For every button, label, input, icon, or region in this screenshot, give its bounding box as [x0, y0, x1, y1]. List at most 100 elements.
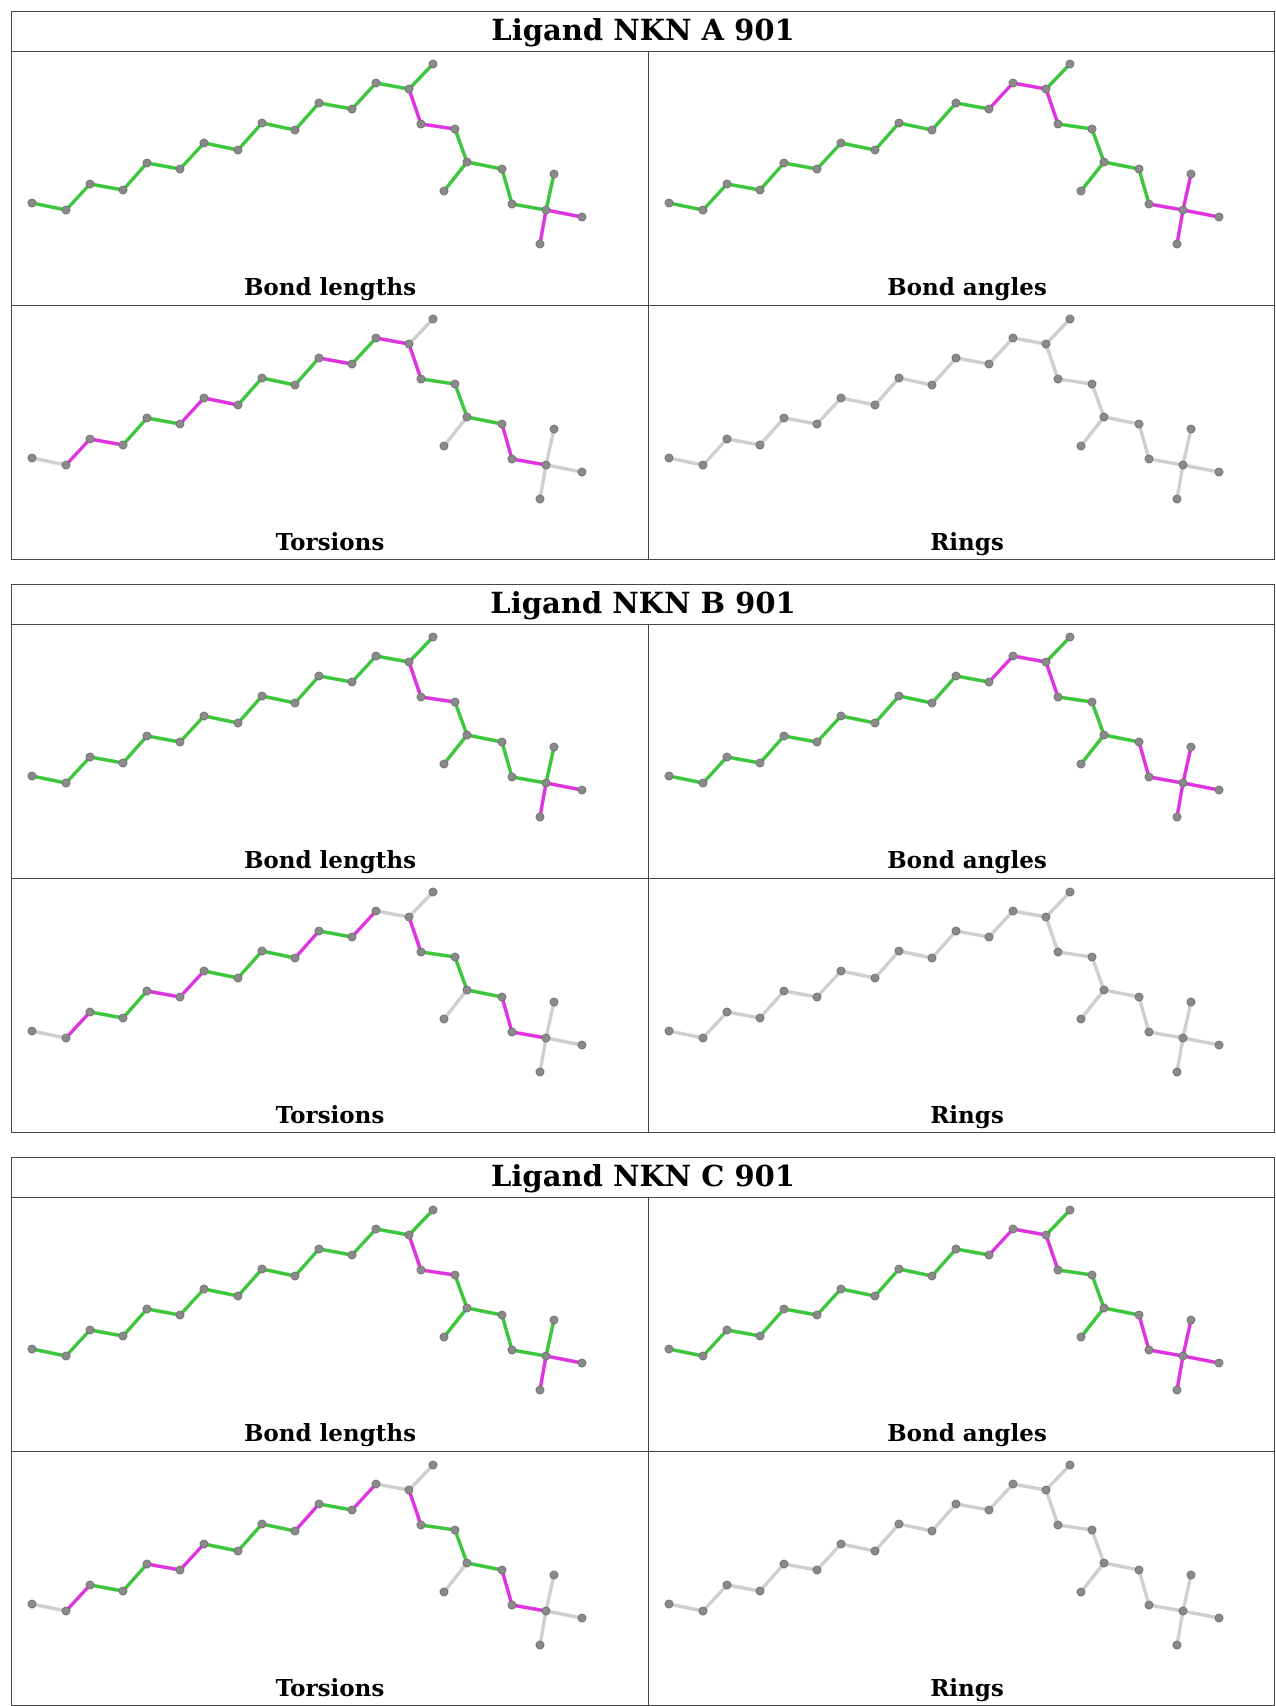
atom	[371, 906, 381, 916]
bond	[873, 121, 901, 152]
molecule-diagram	[27, 632, 587, 822]
panel-label: Bond angles	[887, 847, 1047, 874]
atom	[85, 752, 95, 762]
atom	[497, 1310, 507, 1320]
panel-rings: Rings	[649, 879, 1276, 1133]
atom	[462, 1303, 472, 1313]
bond	[873, 694, 901, 725]
ligand-block-b: Ligand NKN B 901 Bond lengths Bond angle…	[11, 584, 1275, 1133]
bond	[897, 1267, 934, 1278]
atom	[290, 1526, 300, 1536]
atom	[722, 1007, 732, 1017]
molecule-diagram	[27, 1205, 587, 1395]
bond	[88, 437, 125, 447]
bond	[815, 396, 843, 426]
atom	[549, 1315, 559, 1325]
horizontal-divider	[12, 305, 1274, 306]
bond	[758, 1562, 786, 1593]
atom	[894, 691, 904, 701]
atom	[1041, 912, 1051, 922]
bond	[1044, 915, 1060, 954]
atom	[1065, 632, 1075, 642]
bond	[510, 775, 548, 785]
atom	[462, 1558, 472, 1568]
bond	[1079, 415, 1106, 448]
atom	[541, 778, 551, 788]
bond	[930, 1247, 958, 1278]
bond	[510, 1030, 548, 1040]
atom	[1214, 212, 1224, 222]
atom	[347, 932, 357, 942]
atom	[439, 186, 449, 196]
atom	[233, 1546, 243, 1556]
atom	[497, 737, 507, 747]
atom	[1008, 906, 1018, 916]
block-title: Ligand NKN B 901	[12, 585, 1274, 625]
bond	[1056, 377, 1094, 386]
bond	[145, 1307, 182, 1317]
bond	[897, 1522, 934, 1533]
bond	[782, 1307, 819, 1317]
bond	[510, 1348, 548, 1358]
atom	[1144, 1027, 1154, 1037]
atom	[549, 169, 559, 179]
bond	[453, 382, 469, 419]
atom	[507, 1345, 517, 1355]
molecule-diagram	[664, 887, 1224, 1077]
atom	[142, 413, 152, 423]
atom	[404, 339, 414, 349]
atom	[779, 986, 789, 996]
bond	[1044, 62, 1072, 91]
atom	[118, 440, 128, 450]
atom	[755, 1013, 765, 1023]
atom	[1144, 772, 1154, 782]
bond	[419, 122, 457, 131]
atom	[951, 1499, 961, 1509]
bond	[500, 422, 514, 461]
atom	[698, 1351, 708, 1361]
bond	[725, 437, 762, 447]
panel-bond-lengths: Bond lengths	[12, 624, 648, 878]
atom	[1099, 730, 1109, 740]
atom	[439, 759, 449, 769]
bond	[1175, 1354, 1185, 1392]
bond	[236, 376, 264, 407]
atom	[428, 632, 438, 642]
atom	[85, 1325, 95, 1335]
atom	[507, 1600, 517, 1610]
atom	[894, 1519, 904, 1529]
bond	[1011, 81, 1048, 91]
bond	[145, 161, 182, 171]
atom	[698, 1606, 708, 1616]
bond	[236, 1522, 264, 1553]
bond	[1181, 1318, 1193, 1358]
atom	[1053, 1520, 1063, 1530]
atom	[894, 946, 904, 956]
atom	[290, 1271, 300, 1281]
bond	[260, 121, 297, 132]
bond	[544, 208, 584, 219]
atom	[535, 1385, 545, 1395]
atom	[1186, 742, 1196, 752]
bond	[374, 1482, 411, 1492]
bond	[293, 929, 321, 960]
bond	[374, 909, 411, 919]
bond	[407, 660, 423, 699]
panel-label: Bond lengths	[243, 847, 417, 874]
bond	[544, 1000, 556, 1040]
bond	[815, 1542, 843, 1572]
atom	[462, 985, 472, 995]
atom	[951, 1244, 961, 1254]
bond	[453, 955, 469, 992]
panel-label: Torsions	[275, 529, 385, 556]
atom	[27, 1026, 37, 1036]
atom	[1041, 339, 1051, 349]
bond	[465, 733, 504, 744]
panel-torsions: Torsions	[12, 306, 648, 560]
atom	[314, 1244, 324, 1254]
atom	[1144, 1600, 1154, 1610]
atom	[439, 1332, 449, 1342]
bond	[930, 1502, 958, 1533]
bond	[1044, 317, 1072, 346]
bond	[419, 695, 457, 704]
